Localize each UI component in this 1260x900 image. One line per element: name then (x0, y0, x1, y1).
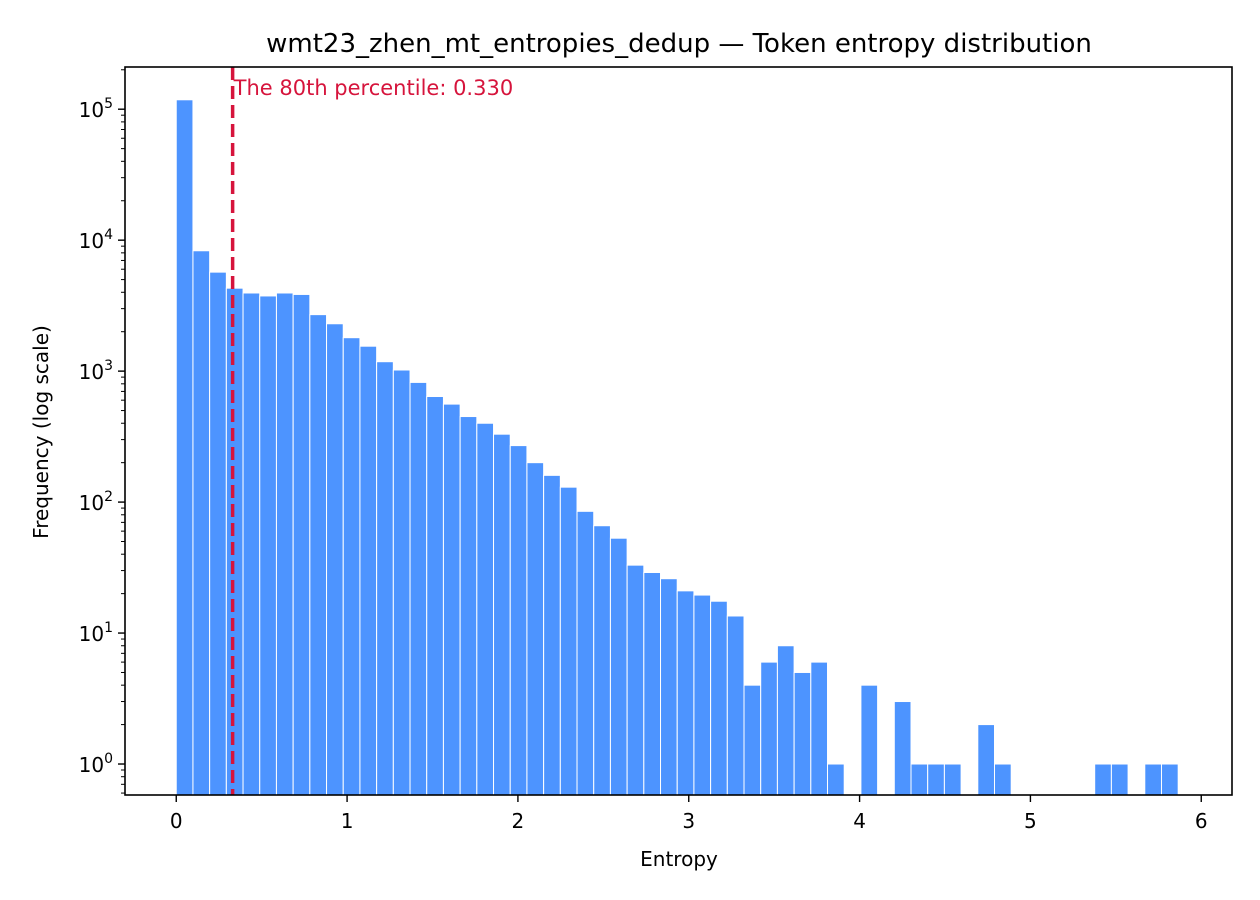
histogram-bar (242, 292, 261, 796)
histogram-bar (977, 724, 995, 796)
histogram-bar (275, 292, 294, 796)
histogram-bar (693, 594, 712, 796)
x-tick-label: 6 (1195, 809, 1208, 833)
histogram-bar (1110, 763, 1129, 796)
histogram-bar (175, 99, 194, 796)
histogram-bar (927, 763, 945, 796)
histogram-bar (993, 763, 1012, 796)
x-tick-label: 4 (853, 809, 866, 833)
percentile-layer: The 80th percentile: 0.330 (230, 67, 514, 795)
histogram-bar (660, 578, 678, 796)
histogram-bar (392, 369, 411, 796)
histogram-bar (376, 361, 394, 796)
histogram-bar (910, 763, 929, 796)
histogram-bar (576, 510, 595, 796)
histogram-bar (426, 396, 444, 796)
histogram-bar (893, 701, 912, 796)
histogram-bar (225, 287, 244, 796)
histogram-bar (192, 250, 211, 796)
histogram-bar (259, 295, 277, 796)
histogram-bar (526, 462, 545, 796)
y-tick-label: 105 (79, 96, 113, 122)
histogram-bar (726, 615, 745, 796)
x-tick-label: 1 (341, 809, 354, 833)
histogram-bar (359, 345, 378, 796)
histogram-bar (342, 337, 361, 796)
y-axis: 100 101 102 103 104 105 (79, 69, 125, 794)
x-tick-label: 5 (1024, 809, 1037, 833)
x-tick-label: 3 (682, 809, 695, 833)
y-tick-label: 103 (79, 358, 113, 384)
histogram-bar (292, 293, 311, 796)
histogram-bar (476, 422, 495, 796)
histogram-bar (442, 403, 461, 796)
percentile-label: The 80th percentile: 0.330 (233, 76, 514, 100)
histogram-bar (543, 474, 561, 796)
histogram-bar (1144, 763, 1162, 796)
x-tick-label: 0 (170, 809, 183, 833)
x-tick-label: 2 (512, 809, 525, 833)
histogram-bar (710, 600, 728, 796)
histogram-bar (810, 661, 829, 796)
histogram-bar (643, 571, 662, 796)
histogram-bar (559, 486, 578, 796)
histogram-bar (593, 525, 611, 796)
histogram-bar (309, 314, 328, 796)
histogram-bar (459, 416, 478, 796)
histogram-bar (776, 645, 795, 796)
histogram-bar (1160, 763, 1179, 796)
y-tick-label: 100 (79, 751, 113, 777)
histogram-bar (609, 537, 628, 796)
x-axis: 0 1 2 3 4 5 6 (170, 795, 1208, 833)
histogram-bar (743, 684, 762, 796)
histogram-bar (827, 763, 845, 796)
histogram-bar (760, 661, 778, 796)
histogram-bar (943, 763, 962, 796)
y-tick-label: 102 (79, 489, 113, 515)
histogram-bar (326, 323, 344, 796)
x-axis-label: Entropy (640, 847, 718, 871)
histogram-bar (1094, 763, 1112, 796)
histogram-bar (626, 564, 645, 796)
histogram-bar (509, 445, 528, 796)
bars-layer (175, 99, 1179, 796)
histogram-bar (860, 684, 879, 796)
histogram-bar (793, 671, 812, 796)
histogram-bar (209, 271, 227, 796)
y-tick-label: 104 (79, 227, 113, 253)
y-tick-label: 101 (79, 620, 113, 646)
histogram-bar (409, 381, 428, 796)
histogram-bar (676, 590, 695, 796)
histogram-bar (493, 433, 511, 796)
y-axis-label: Frequency (log scale) (29, 325, 53, 539)
chart-title: wmt23_zhen_mt_entropies_dedup — Token en… (266, 29, 1092, 59)
plot-frame (124, 66, 1233, 796)
